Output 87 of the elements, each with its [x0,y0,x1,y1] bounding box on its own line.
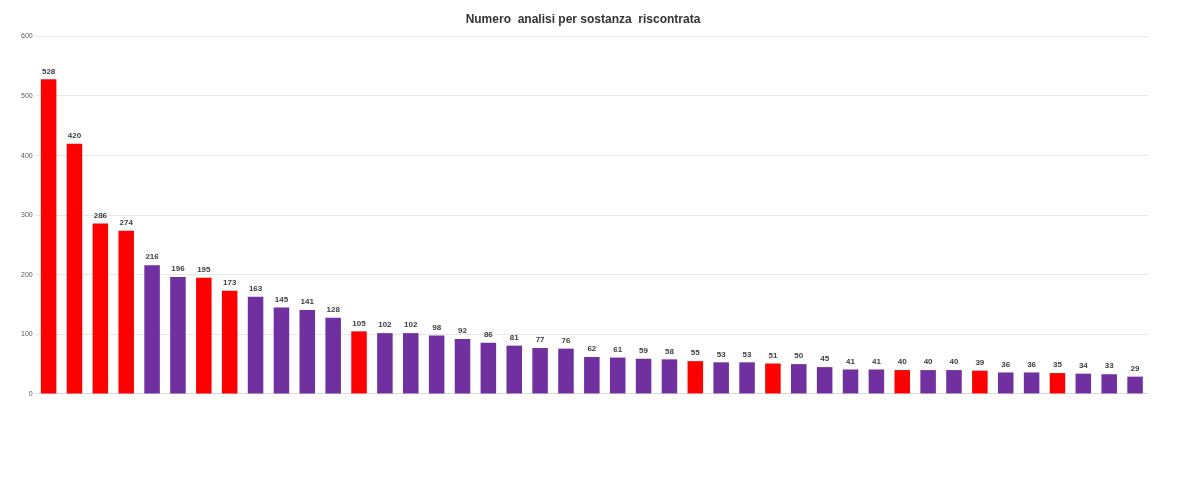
bar [1023,372,1040,394]
bar [351,331,367,394]
bar [1127,376,1143,394]
data-label: 102 [404,320,418,330]
data-label: 61 [613,344,623,354]
bar [791,364,807,394]
bar [118,230,134,394]
bar [584,356,600,394]
bar [325,317,341,394]
data-label: 53 [742,349,753,359]
bar [609,357,626,394]
data-label: 33 [1104,361,1115,371]
bar [894,370,911,394]
data-label: 35 [1053,360,1063,370]
data-label: 105 [352,318,367,328]
data-label: 39 [975,357,985,367]
bar [480,342,497,394]
bar [765,363,781,394]
data-label: 195 [197,264,212,274]
data-label: 92 [458,326,468,336]
bar [997,372,1014,394]
bar [661,359,678,394]
data-label: 173 [223,278,237,288]
bar [713,362,729,394]
data-label: 40 [923,357,934,367]
bar [558,348,574,394]
data-label: 62 [587,344,597,354]
data-label: 36 [1027,359,1037,369]
data-label: 58 [664,346,675,356]
data-label: 34 [1078,360,1089,370]
bar [532,348,548,394]
data-label: 145 [274,294,289,304]
data-label: 36 [1001,359,1011,369]
bar [842,369,859,394]
data-label: 420 [67,130,82,140]
bar [196,277,212,394]
bar [506,345,522,394]
data-label: 98 [432,322,442,332]
data-label: 41 [846,356,856,366]
bar [454,339,471,394]
chart-title: Numero analisi per sostanza riscontrata [465,11,701,26]
data-label: 163 [248,283,263,293]
bar [428,335,445,394]
bar [816,367,833,394]
bar [247,296,264,394]
data-label: 45 [820,354,830,364]
bar [972,370,988,394]
data-label: 29 [1130,363,1141,373]
data-label: 50 [794,351,804,361]
bar [377,333,393,394]
data-label: 141 [300,297,315,307]
bar [687,361,704,394]
bar [868,369,885,394]
bar [946,370,962,394]
data-label: 86 [483,329,494,339]
bar [403,333,419,394]
bar [1101,374,1117,394]
data-label: 55 [690,348,701,358]
data-label: 53 [716,349,727,359]
bar [221,290,238,394]
data-label: 528 [41,66,56,76]
data-label: 76 [561,335,571,345]
data-label: 102 [378,320,393,330]
bar [1049,373,1066,394]
data-label: 196 [171,264,186,274]
bar [66,143,83,394]
data-label: 40 [897,357,908,367]
data-label: 51 [768,350,778,360]
bar [273,307,290,394]
data-label: 286 [93,210,108,220]
bar [92,223,109,394]
bar [170,277,186,394]
data-label: 274 [119,217,134,227]
bar [1075,373,1092,394]
bar [144,265,160,394]
data-label: 41 [871,356,882,366]
data-label: 40 [949,357,959,367]
data-label: 59 [639,345,649,355]
data-label: 81 [509,332,520,342]
bar [40,79,57,394]
bar [920,370,936,394]
bar [635,358,652,394]
data-label: 128 [326,304,341,314]
bar [299,309,316,394]
bar [739,362,755,394]
data-label: 216 [145,252,160,262]
data-label: 77 [535,335,546,345]
